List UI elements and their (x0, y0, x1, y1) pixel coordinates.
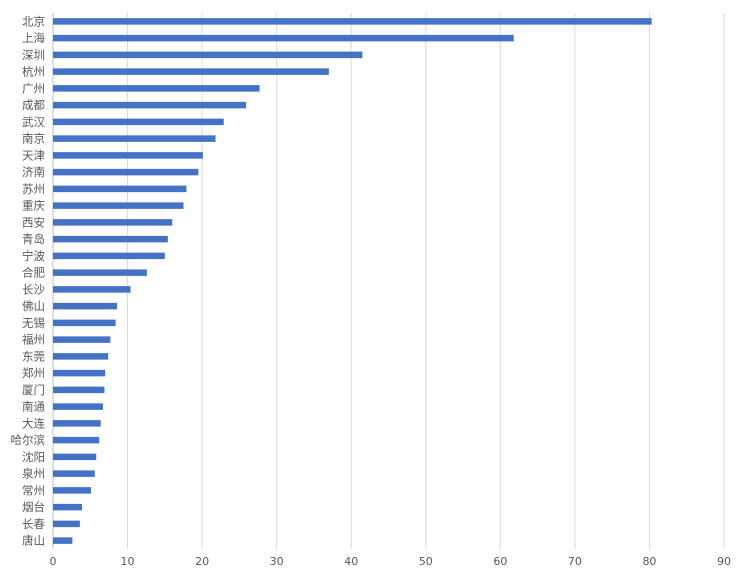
bar (53, 135, 216, 142)
bar (53, 386, 105, 394)
bar (53, 101, 247, 109)
category-label: 杭州 (22, 65, 45, 79)
category-label: 天津 (22, 148, 45, 162)
category-label: 无锡 (22, 316, 45, 330)
category-label: 上海 (22, 31, 45, 45)
category-label: 广州 (22, 81, 45, 95)
category-label: 沈阳 (22, 450, 45, 464)
bar (53, 470, 95, 477)
bar (53, 18, 652, 25)
category-label: 北京 (22, 14, 45, 28)
category-label: 厦门 (22, 383, 45, 397)
gridlines (52, 13, 725, 549)
bar (53, 336, 111, 343)
bar (53, 520, 80, 528)
category-label: 泉州 (22, 467, 45, 481)
x-tick-label: 40 (344, 555, 358, 568)
x-tick-label: 50 (419, 555, 433, 568)
x-tick-label: 0 (50, 555, 57, 568)
bar (53, 369, 106, 377)
category-label: 大连 (22, 416, 45, 430)
category-label: 重庆 (22, 199, 45, 213)
category-label: 唐山 (22, 534, 45, 548)
bar (53, 185, 187, 193)
bar (53, 503, 83, 511)
bar (53, 219, 173, 226)
category-label: 长春 (22, 517, 45, 531)
category-label: 青岛 (22, 232, 45, 246)
x-tick-label: 30 (270, 555, 284, 568)
category-label: 武汉 (22, 115, 45, 129)
bar (53, 118, 224, 126)
x-tick-label: 20 (195, 555, 209, 568)
bar (53, 152, 203, 159)
bar (53, 168, 199, 176)
category-label: 苏州 (22, 182, 45, 196)
bar (53, 269, 147, 276)
bar (53, 537, 73, 544)
category-label: 哈尔滨 (11, 433, 46, 447)
bar (53, 302, 118, 310)
bar (53, 85, 260, 92)
category-label: 南通 (22, 400, 45, 414)
bar (53, 403, 103, 410)
category-label: 长沙 (22, 282, 45, 296)
x-tick-label: 90 (717, 555, 731, 568)
bar (53, 252, 165, 260)
category-label: 西安 (22, 215, 45, 229)
bar (53, 420, 101, 427)
x-tick-labels: 0 10 20 30 40 50 60 70 80 90 (50, 555, 732, 568)
bar (53, 353, 109, 360)
category-label: 烟台 (22, 500, 45, 514)
bars (53, 18, 652, 544)
bar (53, 319, 116, 327)
category-label: 合肥 (22, 266, 45, 280)
category-labels: 北京上海深圳杭州广州成都武汉南京天津济南苏州重庆西安青岛宁波合肥长沙佛山无锡福州… (11, 14, 46, 547)
category-label: 郑州 (22, 366, 45, 380)
x-tick-label: 60 (493, 555, 507, 568)
bar (53, 436, 100, 444)
x-tick-label: 70 (568, 555, 582, 568)
bar (53, 34, 514, 42)
bar (53, 453, 97, 461)
category-label: 深圳 (22, 48, 45, 62)
bar (53, 487, 92, 494)
bar (53, 51, 363, 59)
category-label: 成都 (22, 98, 45, 112)
category-label: 济南 (22, 165, 45, 179)
bar (53, 68, 329, 75)
bar (53, 202, 184, 209)
category-label: 佛山 (22, 299, 45, 313)
category-label: 宁波 (22, 249, 45, 263)
bar (53, 286, 131, 293)
category-label: 福州 (22, 333, 45, 347)
x-tick-label: 10 (121, 555, 135, 568)
x-tick-label: 80 (642, 555, 656, 568)
category-label: 东莞 (22, 349, 45, 363)
bar (53, 235, 168, 243)
category-label: 南京 (22, 132, 45, 146)
category-label: 常州 (22, 483, 45, 497)
